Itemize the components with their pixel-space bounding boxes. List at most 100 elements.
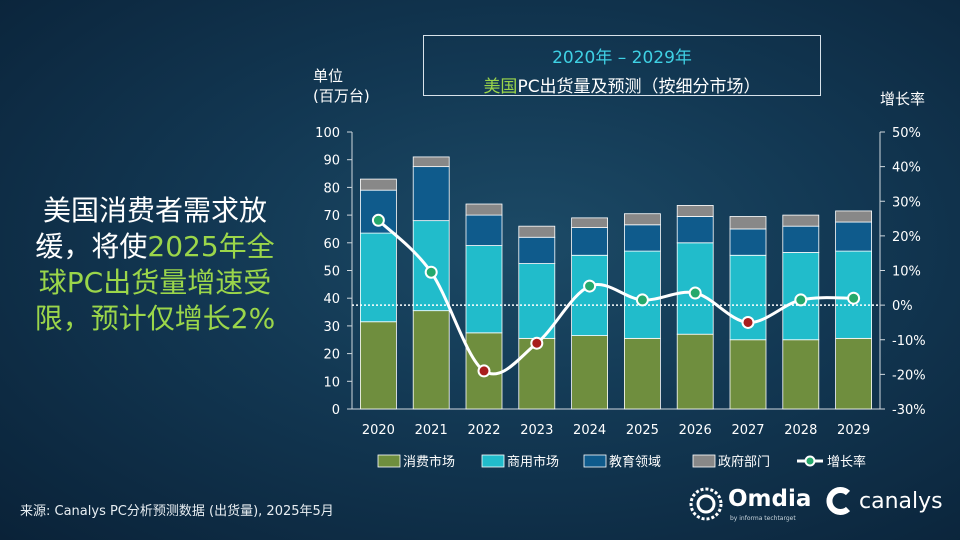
bar-segment-education [676, 216, 714, 244]
growth-rate-point [741, 315, 755, 329]
omdia-logo-subtext: by informa techtarget [730, 515, 796, 522]
y-tick-label: 20 [323, 348, 340, 363]
x-tick-label: 2025 [626, 423, 659, 438]
bar-segment-government [782, 214, 820, 227]
bar-segment-commercial [359, 232, 397, 323]
bar-segment-consumer [676, 333, 714, 410]
chart-title-main: 美国PC出货量及预测（按细分市场） [424, 72, 820, 97]
y-tick-label: 90 [323, 154, 340, 169]
y-tick-label: 0 [332, 403, 340, 418]
bar-segment-education [571, 227, 608, 256]
y-tick-label: 60 [323, 237, 340, 252]
bar-segment-education [465, 214, 503, 246]
bar-segment-education [835, 221, 872, 252]
growth-rate-point [371, 213, 385, 227]
legend-swatch-government [692, 454, 716, 468]
x-tick-label: 2020 [362, 423, 395, 438]
x-tick-label: 2027 [731, 423, 764, 438]
bar-segment-education [729, 228, 767, 256]
y2-tick-label: -30% [892, 403, 926, 418]
x-tick-label: 2022 [467, 423, 500, 438]
canalys-logo: canalys [826, 486, 943, 520]
chart-title-box: 2020年 – 2029年 美国PC出货量及预测（按细分市场） [423, 35, 821, 97]
legend-swatch-commercial [481, 454, 505, 468]
growth-rate-point [847, 291, 861, 305]
x-tick-label: 2021 [415, 423, 448, 438]
bar-segment-government [729, 216, 767, 230]
chart-title-rest: PC出货量及预测（按细分市场） [517, 77, 761, 97]
bar-segment-consumer [571, 335, 608, 410]
y-tick-label: 70 [323, 209, 340, 224]
bar-segment-education [624, 224, 661, 252]
chart-title-years: 2020年 – 2029年 [552, 48, 692, 68]
bar-segment-government [571, 217, 608, 228]
y2-tick-label: 50% [892, 126, 921, 141]
canalys-logo-icon [826, 487, 851, 515]
growth-rate-point [688, 286, 702, 300]
legend-label: 增长率 [827, 454, 866, 470]
bar-segment-consumer [729, 339, 767, 410]
y2-tick-label: -20% [892, 368, 926, 383]
y-tick-label: 10 [323, 375, 340, 390]
y2-tick-label: 40% [892, 161, 921, 176]
growth-rate-point [530, 336, 544, 350]
bar-segment-consumer [412, 310, 450, 410]
legend-label: 商用市场 [507, 454, 559, 470]
legend-swatch-consumer [377, 454, 401, 468]
growth-rate-point [583, 279, 597, 293]
legend-label: 教育领域 [609, 454, 661, 470]
unit-label-line1: 单位 [313, 67, 344, 85]
x-tick-label: 2029 [837, 423, 870, 438]
bar-segment-consumer [624, 337, 661, 410]
bar-segment-consumer [359, 321, 397, 410]
y2-tick-label: 10% [892, 265, 921, 280]
bar-segment-commercial [782, 252, 820, 341]
bar-segment-commercial [465, 245, 503, 334]
bar-segment-education [518, 236, 556, 264]
growth-rate-point [635, 293, 649, 307]
bar-segment-consumer [518, 337, 556, 410]
growth-rate-point [794, 293, 808, 307]
bar-segment-government [465, 203, 503, 216]
x-tick-label: 2023 [520, 423, 553, 438]
y-tick-label: 80 [323, 181, 340, 196]
legend-label: 政府部门 [718, 455, 770, 470]
bar-segment-commercial [518, 263, 556, 339]
growth-rate-point [424, 265, 438, 279]
y-tick-label: 50 [323, 265, 340, 280]
chart-title-highlight: 美国 [483, 77, 518, 97]
headline-text: 美国消费者需求放缓，将使2025年全球PC出货量增速受限，预计仅增长2% [30, 193, 280, 337]
y-tick-label: 100 [315, 126, 340, 141]
x-tick-label: 2026 [679, 423, 712, 438]
legend-marker-growth [804, 455, 816, 467]
omdia-logo-text: Omdia [728, 486, 812, 512]
bar-segment-government [835, 210, 872, 223]
bar-segment-education [782, 225, 820, 253]
bar-segment-consumer [782, 339, 820, 410]
y-axis-unit-label: 单位 (百万台) [313, 66, 370, 106]
bar-segment-government [624, 213, 661, 226]
omdia-logo-icon [689, 487, 723, 521]
y2-tick-label: 30% [892, 195, 921, 210]
bar-segment-consumer [835, 337, 872, 410]
unit-label-line2: (百万台) [313, 87, 370, 105]
headline-part1: 美国消费者需求放缓，将使 [35, 194, 267, 263]
legend-swatch-education [583, 454, 607, 468]
growth-rate-line [377, 219, 854, 376]
source-note: 来源: Canalys PC分析预测数据 (出货量), 2025年5月 [20, 504, 334, 519]
y2-tick-label: -10% [892, 334, 926, 349]
bar-segment-government [676, 205, 714, 217]
omdia-logo: Omdia by informa techtarget [688, 486, 811, 522]
bar-segment-government [359, 178, 397, 191]
y-tick-label: 30 [323, 320, 340, 335]
bar-segment-government [412, 156, 450, 168]
headline-highlight: 2025年全球PC出货量增速受限，预计仅增长2% [34, 230, 276, 335]
x-tick-label: 2028 [784, 423, 817, 438]
canalys-logo-text: canalys [859, 489, 943, 514]
y2-tick-label: 20% [892, 230, 921, 245]
bar-segment-government [518, 225, 556, 238]
y-tick-label: 40 [323, 292, 340, 307]
y2-tick-label: 0% [892, 299, 913, 314]
legend-label: 消费市场 [403, 454, 455, 470]
